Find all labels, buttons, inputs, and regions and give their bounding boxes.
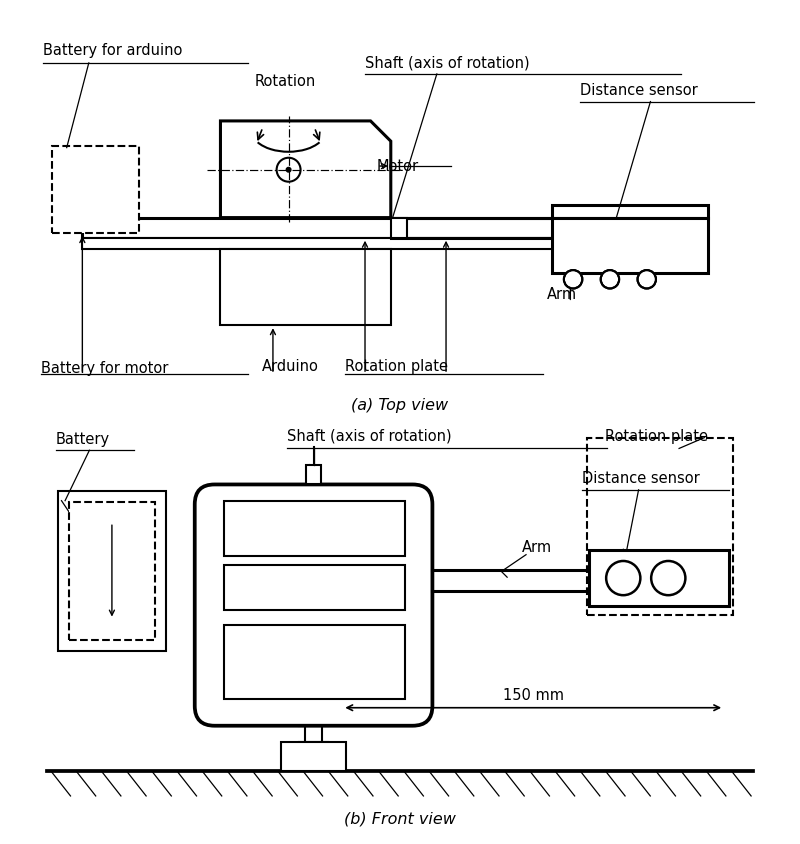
Text: Battery: Battery (56, 431, 110, 446)
FancyBboxPatch shape (306, 465, 321, 484)
Text: 150 mm: 150 mm (502, 688, 564, 703)
FancyBboxPatch shape (281, 742, 346, 771)
Text: Arm: Arm (547, 287, 578, 302)
FancyBboxPatch shape (82, 218, 686, 238)
FancyBboxPatch shape (589, 550, 729, 606)
Polygon shape (221, 121, 390, 218)
Text: Motor: Motor (377, 159, 419, 174)
FancyBboxPatch shape (587, 438, 733, 615)
Circle shape (286, 167, 291, 172)
Text: Arduino: Arduino (262, 360, 318, 374)
Circle shape (638, 270, 656, 289)
Text: Shaft (axis of rotation): Shaft (axis of rotation) (365, 56, 530, 70)
FancyBboxPatch shape (552, 218, 709, 273)
Text: Arduino: Arduino (282, 652, 346, 671)
FancyBboxPatch shape (69, 501, 155, 641)
FancyBboxPatch shape (225, 565, 405, 610)
FancyBboxPatch shape (52, 146, 139, 233)
FancyBboxPatch shape (82, 238, 686, 249)
FancyBboxPatch shape (58, 490, 166, 651)
FancyBboxPatch shape (225, 625, 405, 699)
FancyBboxPatch shape (221, 249, 390, 325)
Text: Shaft (axis of rotation): Shaft (axis of rotation) (287, 429, 452, 444)
FancyBboxPatch shape (552, 205, 709, 218)
Text: Rotation plate: Rotation plate (345, 360, 448, 374)
Text: LCD: LCD (297, 520, 330, 538)
Circle shape (564, 270, 582, 289)
Text: Breadboard: Breadboard (266, 579, 362, 597)
FancyBboxPatch shape (225, 500, 405, 556)
Text: Rotation plate: Rotation plate (606, 429, 708, 444)
Text: Distance sensor: Distance sensor (582, 471, 700, 486)
Text: (a) Top view: (a) Top view (351, 398, 449, 413)
Text: Battery for arduino: Battery for arduino (42, 43, 182, 58)
FancyBboxPatch shape (390, 218, 407, 238)
Text: Arm: Arm (522, 539, 552, 555)
Text: Rotation: Rotation (254, 73, 316, 89)
Text: Distance sensor: Distance sensor (579, 83, 698, 98)
Text: Battery for motor: Battery for motor (41, 361, 168, 376)
Circle shape (601, 270, 619, 289)
FancyBboxPatch shape (194, 484, 433, 726)
Text: (b) Front view: (b) Front view (344, 812, 456, 826)
